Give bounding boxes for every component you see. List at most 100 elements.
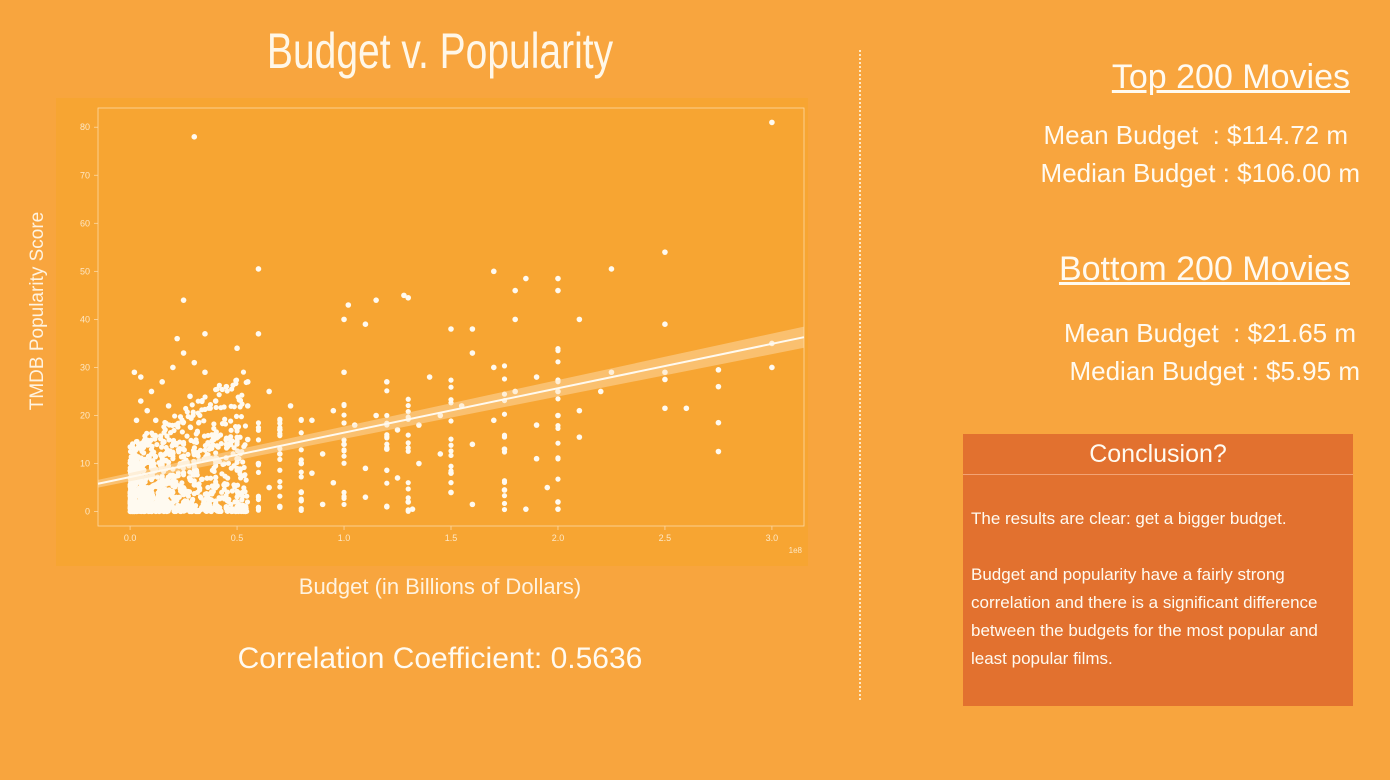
data-point-cluster	[242, 423, 249, 429]
data-point-stack	[191, 439, 197, 445]
data-point-cluster	[141, 440, 147, 446]
data-point	[533, 422, 540, 428]
data-point	[152, 417, 159, 424]
x-tick-label: 2.0	[552, 533, 565, 543]
data-point-stack	[298, 496, 304, 502]
data-point	[298, 489, 305, 496]
data-point-stack	[148, 475, 155, 481]
data-point-stack	[170, 472, 176, 478]
data-point-cluster	[216, 392, 222, 398]
data-point-cluster	[233, 377, 239, 384]
data-point	[244, 379, 251, 385]
data-point-stack	[255, 494, 262, 500]
data-point-stack	[384, 467, 390, 474]
data-point-cluster	[221, 461, 227, 467]
data-point-cluster	[187, 469, 193, 475]
data-point	[223, 441, 230, 448]
data-point-stack	[255, 424, 262, 431]
data-point-stack	[501, 478, 508, 484]
data-point-cluster	[131, 464, 137, 471]
data-point-cluster	[134, 469, 140, 475]
data-point-cluster	[165, 463, 172, 469]
data-point-cluster	[148, 504, 154, 510]
data-point-cluster	[224, 388, 230, 394]
data-point-cluster	[185, 493, 191, 499]
data-point	[469, 501, 476, 508]
data-point-cluster	[153, 500, 159, 506]
data-point-cluster	[219, 495, 225, 501]
data-point-cluster	[228, 418, 234, 424]
data-point	[384, 503, 390, 510]
data-point-stack	[255, 469, 262, 476]
data-point	[448, 489, 454, 496]
data-point-cluster	[154, 474, 161, 480]
data-point	[137, 374, 144, 380]
scatter-chart: 0 10 20 30 40 50 60 70 80 0.0 0.5 1.0 1.5 2.0 2.5 3.0 1e…	[56, 98, 808, 566]
data-point	[159, 379, 165, 385]
data-point-cluster	[242, 472, 248, 478]
data-point-cluster	[190, 409, 196, 415]
y-axis-label: TMDB Popularity Score	[27, 211, 48, 411]
data-point-cluster	[133, 501, 139, 507]
data-point-cluster	[237, 471, 243, 477]
data-point-cluster	[183, 405, 189, 412]
data-point	[662, 376, 668, 383]
data-point	[555, 499, 561, 505]
data-point	[362, 465, 369, 472]
data-point	[715, 448, 722, 455]
data-point	[212, 398, 219, 404]
data-point-cluster	[163, 458, 170, 464]
data-point-cluster	[238, 414, 245, 420]
data-point	[576, 316, 583, 323]
data-point-stack	[341, 401, 347, 408]
data-point	[523, 275, 529, 282]
data-point	[401, 292, 407, 299]
data-point	[234, 345, 240, 352]
data-point-cluster	[137, 487, 143, 493]
data-point-cluster	[166, 502, 172, 508]
data-point	[576, 434, 583, 440]
data-point-stack	[180, 472, 187, 478]
data-point-cluster	[219, 489, 225, 495]
data-point-cluster	[244, 493, 250, 499]
data-point-stack	[180, 499, 187, 505]
data-point-cluster	[136, 461, 142, 468]
data-point	[409, 506, 416, 512]
data-point-cluster	[188, 500, 195, 506]
data-point-cluster	[197, 447, 204, 453]
data-point-stack	[384, 388, 390, 394]
bottom-mean-budget: Mean Budget : $21.65 m	[1064, 318, 1356, 348]
data-point-stack	[180, 485, 187, 491]
data-point-stack	[405, 432, 411, 438]
data-point-cluster	[167, 430, 174, 436]
data-point-cluster	[242, 503, 248, 509]
data-point-stack	[405, 445, 411, 451]
x-tick-label: 3.0	[766, 533, 779, 543]
data-point-stack	[448, 442, 454, 448]
data-point-cluster	[161, 439, 167, 445]
data-point	[244, 403, 251, 409]
data-point-stack	[234, 438, 240, 444]
data-point-stack	[555, 348, 561, 354]
data-point-stack	[277, 456, 283, 462]
data-point-cluster	[228, 403, 234, 409]
data-point	[287, 403, 294, 409]
data-point-cluster	[222, 416, 228, 422]
data-point-stack	[277, 478, 283, 485]
y-tick-label: 70	[80, 170, 90, 180]
conclusion-heading: Conclusion?	[963, 434, 1353, 475]
conclusion-box: Conclusion? The results are clear: get a…	[963, 434, 1353, 706]
data-point-cluster	[239, 497, 245, 503]
data-point-cluster	[244, 499, 251, 505]
data-point-stack	[234, 428, 240, 434]
data-point-cluster	[177, 507, 183, 513]
data-point-cluster	[228, 437, 234, 443]
data-point-cluster	[185, 451, 191, 458]
data-point-stack	[277, 420, 283, 426]
data-point-stack	[148, 458, 155, 464]
data-point-cluster	[131, 481, 137, 487]
vertical-divider	[859, 50, 861, 700]
data-point	[309, 417, 315, 424]
data-point-stack	[148, 486, 155, 492]
data-point	[394, 475, 401, 481]
